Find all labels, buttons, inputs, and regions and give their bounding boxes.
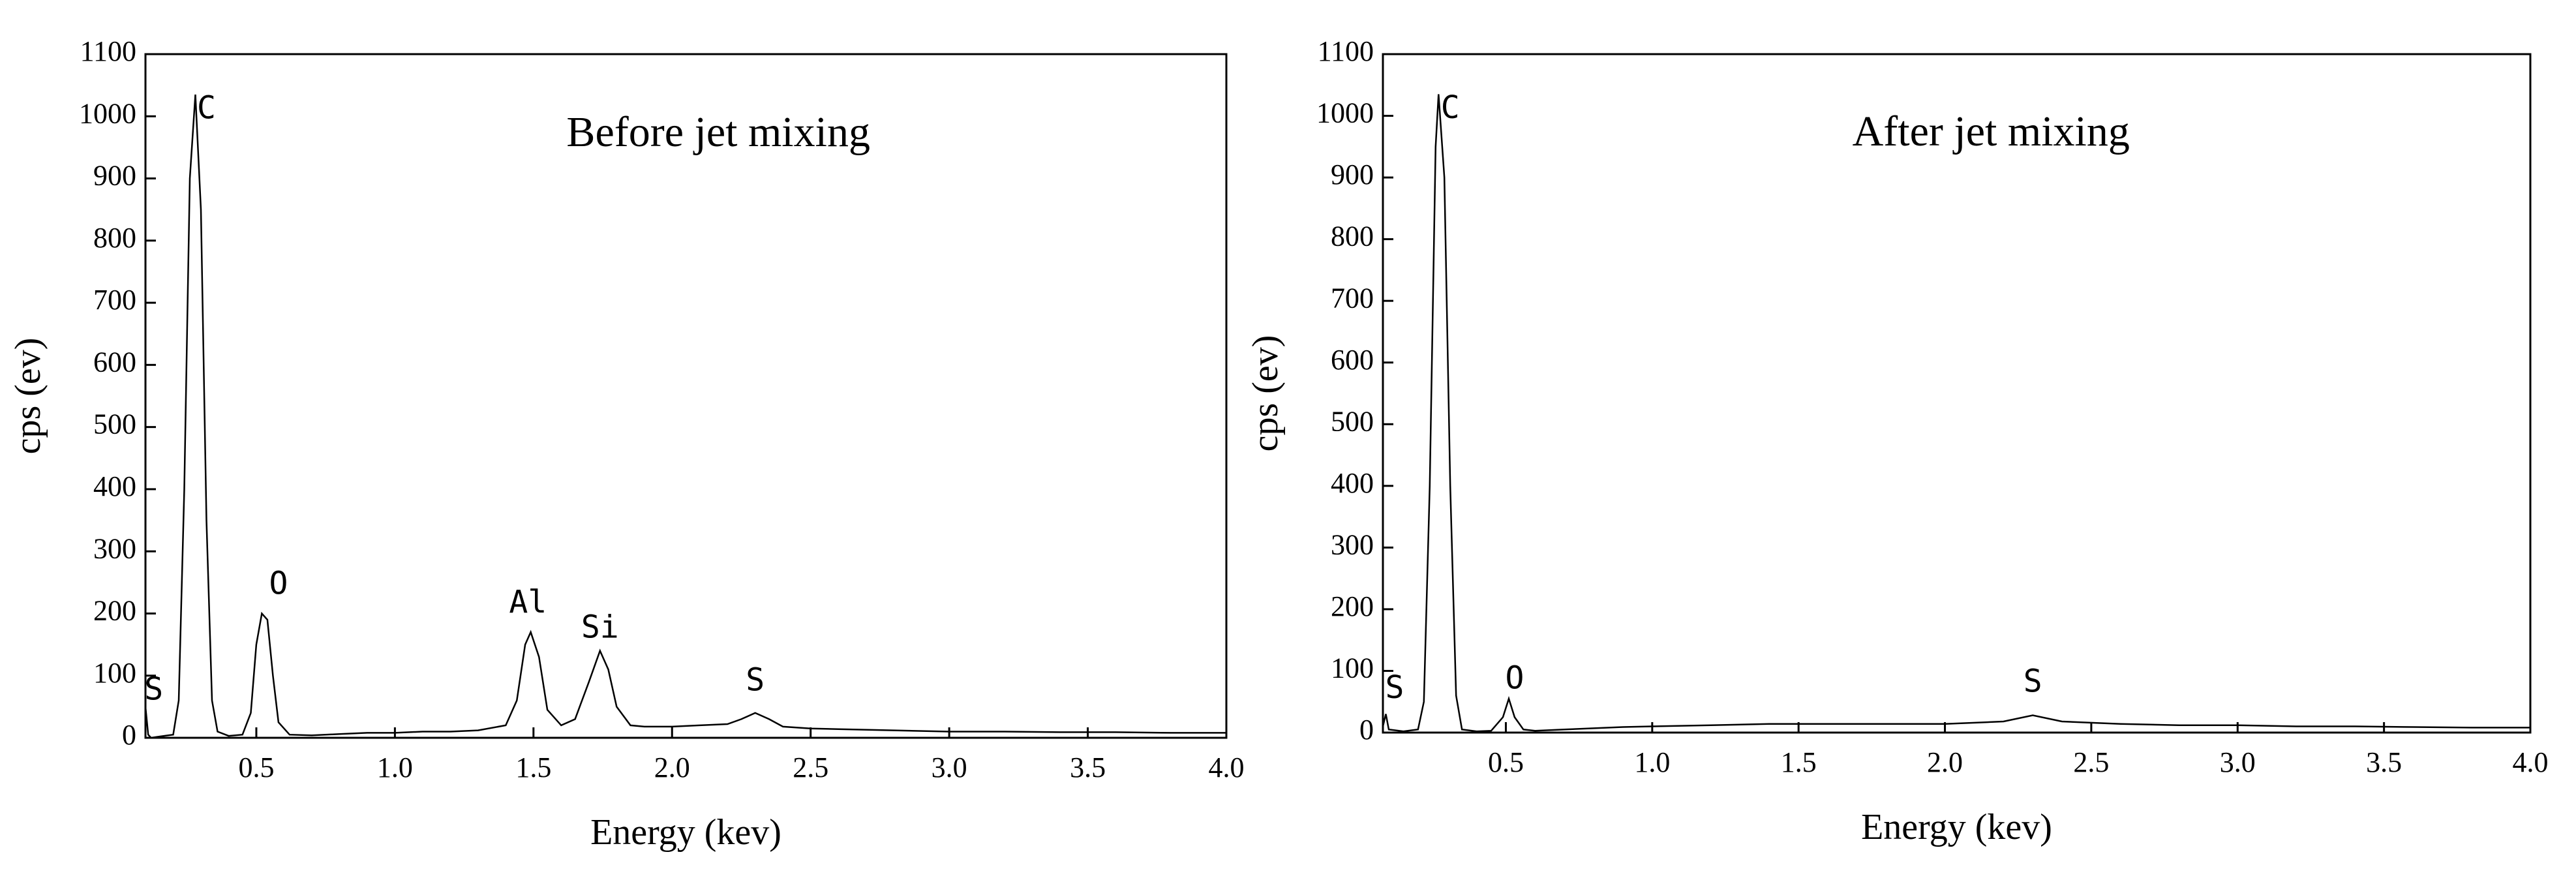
x-tick-label: 2.0 xyxy=(654,751,690,783)
y-tick-label: 1000 xyxy=(1316,97,1374,129)
x-tick-label: 0.5 xyxy=(1488,746,1524,778)
y-tick-label: 300 xyxy=(93,532,136,564)
spectrum-line xyxy=(1382,94,2530,733)
y-tick-label: 700 xyxy=(1331,282,1374,314)
y-tick-label: 400 xyxy=(1331,467,1374,499)
plot-frame xyxy=(144,53,1228,739)
x-tick-label: 0.5 xyxy=(238,751,274,783)
y-tick-label: 900 xyxy=(1331,159,1374,190)
x-tick-label: 1.0 xyxy=(377,751,413,783)
spectrum-line xyxy=(144,94,1226,739)
y-axis-title: cps (ev) xyxy=(8,338,48,455)
chart-title: After jet mixing xyxy=(1853,108,2130,155)
x-tick-label: 3.5 xyxy=(1070,751,1106,783)
y-tick-label: 700 xyxy=(93,284,136,316)
peak-label: S xyxy=(1385,669,1404,706)
plot-frame xyxy=(1382,53,2532,734)
x-tick-label: 4.0 xyxy=(1209,751,1245,783)
y-tick-label: 800 xyxy=(93,222,136,254)
y-tick-label: 100 xyxy=(1331,652,1374,684)
x-tick-label: 3.0 xyxy=(932,751,967,783)
y-tick-label: 800 xyxy=(1331,220,1374,252)
y-tick-label: 900 xyxy=(93,160,136,192)
y-tick-label: 600 xyxy=(93,346,136,378)
x-tick-label: 2.5 xyxy=(2073,746,2109,778)
x-tick-label: 1.5 xyxy=(515,751,551,783)
y-tick-label: 1000 xyxy=(79,97,136,129)
peak-label: C xyxy=(1441,89,1460,126)
x-axis-title: Energy (kev) xyxy=(1861,807,2052,847)
peak-label: O xyxy=(1505,660,1524,697)
x-tick-label: 2.0 xyxy=(1927,746,1963,778)
chart-title: Before jet mixing xyxy=(566,108,870,156)
x-tick-label: 4.0 xyxy=(2513,746,2549,778)
y-tick-label: 400 xyxy=(93,470,136,502)
peak-label: S xyxy=(2023,663,2042,699)
x-tick-label: 1.5 xyxy=(1781,746,1817,778)
y-tick-label: 500 xyxy=(93,408,136,440)
peak-label: Al xyxy=(509,584,547,620)
y-tick-label: 0 xyxy=(1359,714,1374,746)
y-tick-label: 300 xyxy=(1331,528,1374,560)
y-tick-label: 1100 xyxy=(80,35,136,67)
peak-label: O xyxy=(269,566,288,602)
peak-label: S xyxy=(144,671,163,708)
peak-label: S xyxy=(746,661,765,698)
x-axis-title: Energy (kev) xyxy=(590,812,781,853)
y-tick-label: 0 xyxy=(122,719,136,751)
y-axis-title: cps (ev) xyxy=(1245,335,1286,452)
y-tick-label: 600 xyxy=(1331,344,1374,376)
peak-label: C xyxy=(197,90,216,127)
y-tick-label: 1100 xyxy=(1318,35,1374,67)
y-tick-label: 100 xyxy=(93,657,136,689)
x-tick-label: 2.5 xyxy=(793,751,828,783)
peak-label: Si xyxy=(581,609,619,645)
y-tick-label: 500 xyxy=(1331,405,1374,437)
x-tick-label: 3.5 xyxy=(2366,746,2402,778)
x-tick-label: 3.0 xyxy=(2220,746,2256,778)
y-tick-label: 200 xyxy=(1331,590,1374,622)
y-tick-label: 200 xyxy=(93,595,136,627)
x-tick-label: 1.0 xyxy=(1634,746,1670,778)
